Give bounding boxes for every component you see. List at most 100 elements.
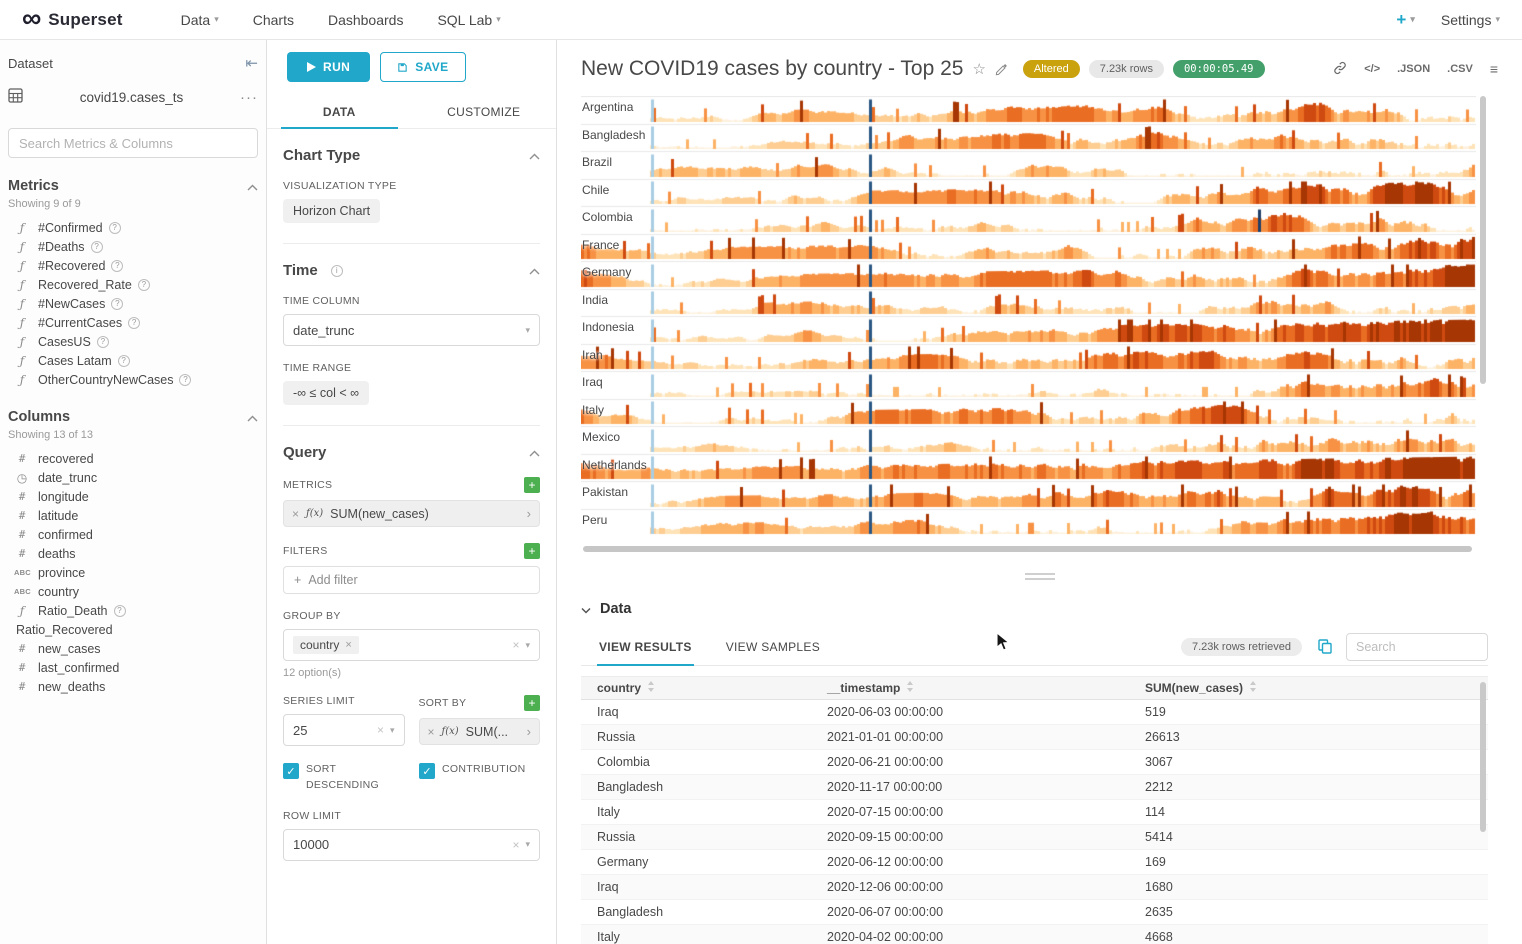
column-header-sum-new-cases-[interactable]: SUM(new_cases)	[1145, 681, 1488, 695]
column-header--timestamp[interactable]: __timestamp	[827, 681, 1145, 695]
sort-icon[interactable]	[906, 681, 914, 695]
metric-option[interactable]: × ƒ(x) SUM(new_cases) ›	[283, 500, 540, 527]
remove-icon[interactable]: ×	[292, 506, 300, 521]
metric-item[interactable]: ƒ CasesUS?	[8, 332, 258, 351]
export-csv-button[interactable]: .CSV	[1447, 63, 1473, 75]
metric-item[interactable]: ƒ #CurrentCases?	[8, 313, 258, 332]
chevron-up-icon[interactable]	[529, 148, 540, 163]
metric-item[interactable]: ƒ OtherCountryNewCases?	[8, 370, 258, 389]
edit-title-icon[interactable]	[995, 63, 1008, 76]
help-icon[interactable]: ?	[137, 278, 150, 291]
help-icon[interactable]: ?	[117, 354, 130, 367]
column-item[interactable]: # deaths	[8, 544, 258, 563]
metric-item[interactable]: ƒ #Recovered?	[8, 256, 258, 275]
column-item[interactable]: # latitude	[8, 506, 258, 525]
export-json-button[interactable]: .JSON	[1397, 63, 1431, 75]
clear-icon[interactable]: ×	[512, 638, 520, 652]
help-icon[interactable]: ?	[111, 259, 124, 272]
sort-by-option[interactable]: × ƒ(x) SUM(... ›	[418, 718, 540, 745]
chart-scrollbar[interactable]	[1480, 96, 1486, 384]
metric-item[interactable]: ƒ #Confirmed?	[8, 218, 258, 237]
add-sort-button[interactable]: +	[524, 695, 540, 711]
add-filter-button[interactable]: +	[524, 543, 540, 559]
series-limit-select[interactable]: 25 × ▾	[283, 714, 405, 746]
column-item[interactable]: # confirmed	[8, 525, 258, 544]
column-item[interactable]: ƒ Ratio_Death?	[8, 601, 258, 620]
save-button[interactable]: SAVE	[380, 52, 466, 82]
metric-item[interactable]: ƒ #NewCases?	[8, 294, 258, 313]
chevron-up-icon[interactable]	[529, 445, 540, 460]
column-label: new_deaths	[38, 679, 106, 694]
column-item[interactable]: ABC province	[8, 563, 258, 582]
columns-section-header[interactable]: Columns	[8, 409, 258, 425]
contribution-checkbox[interactable]: ✓ CONTRIBUTION	[419, 762, 526, 794]
copy-icon[interactable]	[1318, 639, 1332, 654]
metric-item[interactable]: ƒ #Deaths?	[8, 237, 258, 256]
help-icon[interactable]: ?	[113, 604, 126, 617]
column-header-country[interactable]: country	[581, 681, 827, 695]
metric-item[interactable]: ƒ Recovered_Rate?	[8, 275, 258, 294]
time-column-select[interactable]: date_trunc ▾	[283, 314, 540, 346]
clear-icon[interactable]: ×	[512, 837, 520, 852]
remove-icon[interactable]: ×	[427, 724, 435, 739]
dataset-more-menu[interactable]: ···	[240, 88, 258, 106]
nav-item-sql-lab[interactable]: SQL Lab ▾	[437, 12, 500, 28]
column-item[interactable]: # recovered	[8, 449, 258, 468]
chart-menu-icon[interactable]: ≡	[1489, 61, 1498, 77]
column-item[interactable]: # new_cases	[8, 639, 258, 658]
chevron-right-icon[interactable]: ›	[526, 506, 531, 521]
dataset-name[interactable]: covid19.cases_ts	[79, 89, 184, 105]
remove-icon[interactable]: ×	[345, 639, 352, 651]
help-icon[interactable]: ?	[108, 221, 121, 234]
results-search-input[interactable]	[1346, 632, 1488, 661]
clear-icon[interactable]: ×	[376, 723, 384, 737]
settings-menu[interactable]: Settings ▾	[1441, 12, 1500, 28]
row-limit-select[interactable]: 10000 × ▾	[283, 828, 540, 861]
collapse-panel-icon[interactable]: ⇤	[245, 55, 258, 72]
data-section-toggle[interactable]: Data	[581, 594, 1488, 624]
time-range-value[interactable]: -∞ ≤ col < ∞	[283, 381, 370, 405]
sort-icon[interactable]	[1249, 681, 1257, 695]
sort-descending-checkbox[interactable]: ✓ SORT DESCENDING	[283, 762, 401, 794]
horizon-chart[interactable]: Argentina Bangladesh Brazil Chile Colombia Fr…	[581, 96, 1476, 546]
function-icon: ƒ	[19, 334, 25, 349]
metric-item[interactable]: ƒ Cases Latam?	[8, 351, 258, 370]
tab-view-results[interactable]: VIEW RESULTS	[597, 629, 694, 666]
embed-code-icon[interactable]: </>	[1364, 63, 1381, 75]
column-item[interactable]: ◷ date_trunc	[8, 468, 258, 487]
column-item[interactable]: ABC country	[8, 582, 258, 601]
metrics-section-header[interactable]: Metrics	[8, 178, 258, 194]
column-item[interactable]: # last_confirmed	[8, 658, 258, 677]
help-icon[interactable]: ?	[179, 373, 192, 386]
dataset-search-input[interactable]	[8, 128, 258, 158]
table-scrollbar[interactable]	[1480, 682, 1486, 832]
help-icon[interactable]: ?	[90, 240, 103, 253]
column-item[interactable]: # new_deaths	[8, 677, 258, 696]
add-metric-button[interactable]: +	[524, 477, 540, 493]
nav-item-dashboards[interactable]: Dashboards	[328, 12, 404, 28]
tab-view-samples[interactable]: VIEW SAMPLES	[725, 639, 821, 654]
new-item-button[interactable]: + ▾	[1396, 10, 1414, 30]
nav-item-data[interactable]: Data ▾	[181, 12, 219, 28]
tab-data[interactable]: DATA	[267, 96, 412, 129]
altered-badge[interactable]: Altered	[1022, 60, 1080, 78]
chevron-right-icon[interactable]: ›	[526, 724, 531, 739]
help-icon[interactable]: ?	[111, 297, 124, 310]
favorite-star-icon[interactable]: ☆	[972, 61, 986, 78]
superset-logo[interactable]: ∞ Superset	[22, 4, 123, 32]
help-icon[interactable]: ?	[128, 316, 141, 329]
column-item[interactable]: Ratio_Recovered	[8, 620, 258, 639]
share-link-icon[interactable]	[1333, 61, 1347, 78]
panel-resize-handle[interactable]	[557, 569, 1522, 583]
viz-type-value[interactable]: Horizon Chart	[283, 199, 381, 223]
tab-customize[interactable]: CUSTOMIZE	[447, 105, 521, 119]
group-by-select[interactable]: country × × ▾	[283, 629, 540, 661]
add-filter-row[interactable]: + Add filter	[283, 566, 540, 594]
horizontal-scrollbar[interactable]	[583, 546, 1472, 552]
nav-item-charts[interactable]: Charts	[253, 12, 294, 28]
chevron-up-icon[interactable]	[529, 263, 540, 278]
sort-icon[interactable]	[647, 681, 655, 695]
column-item[interactable]: # longitude	[8, 487, 258, 506]
help-icon[interactable]: ?	[96, 335, 109, 348]
run-button[interactable]: RUN	[287, 52, 371, 82]
